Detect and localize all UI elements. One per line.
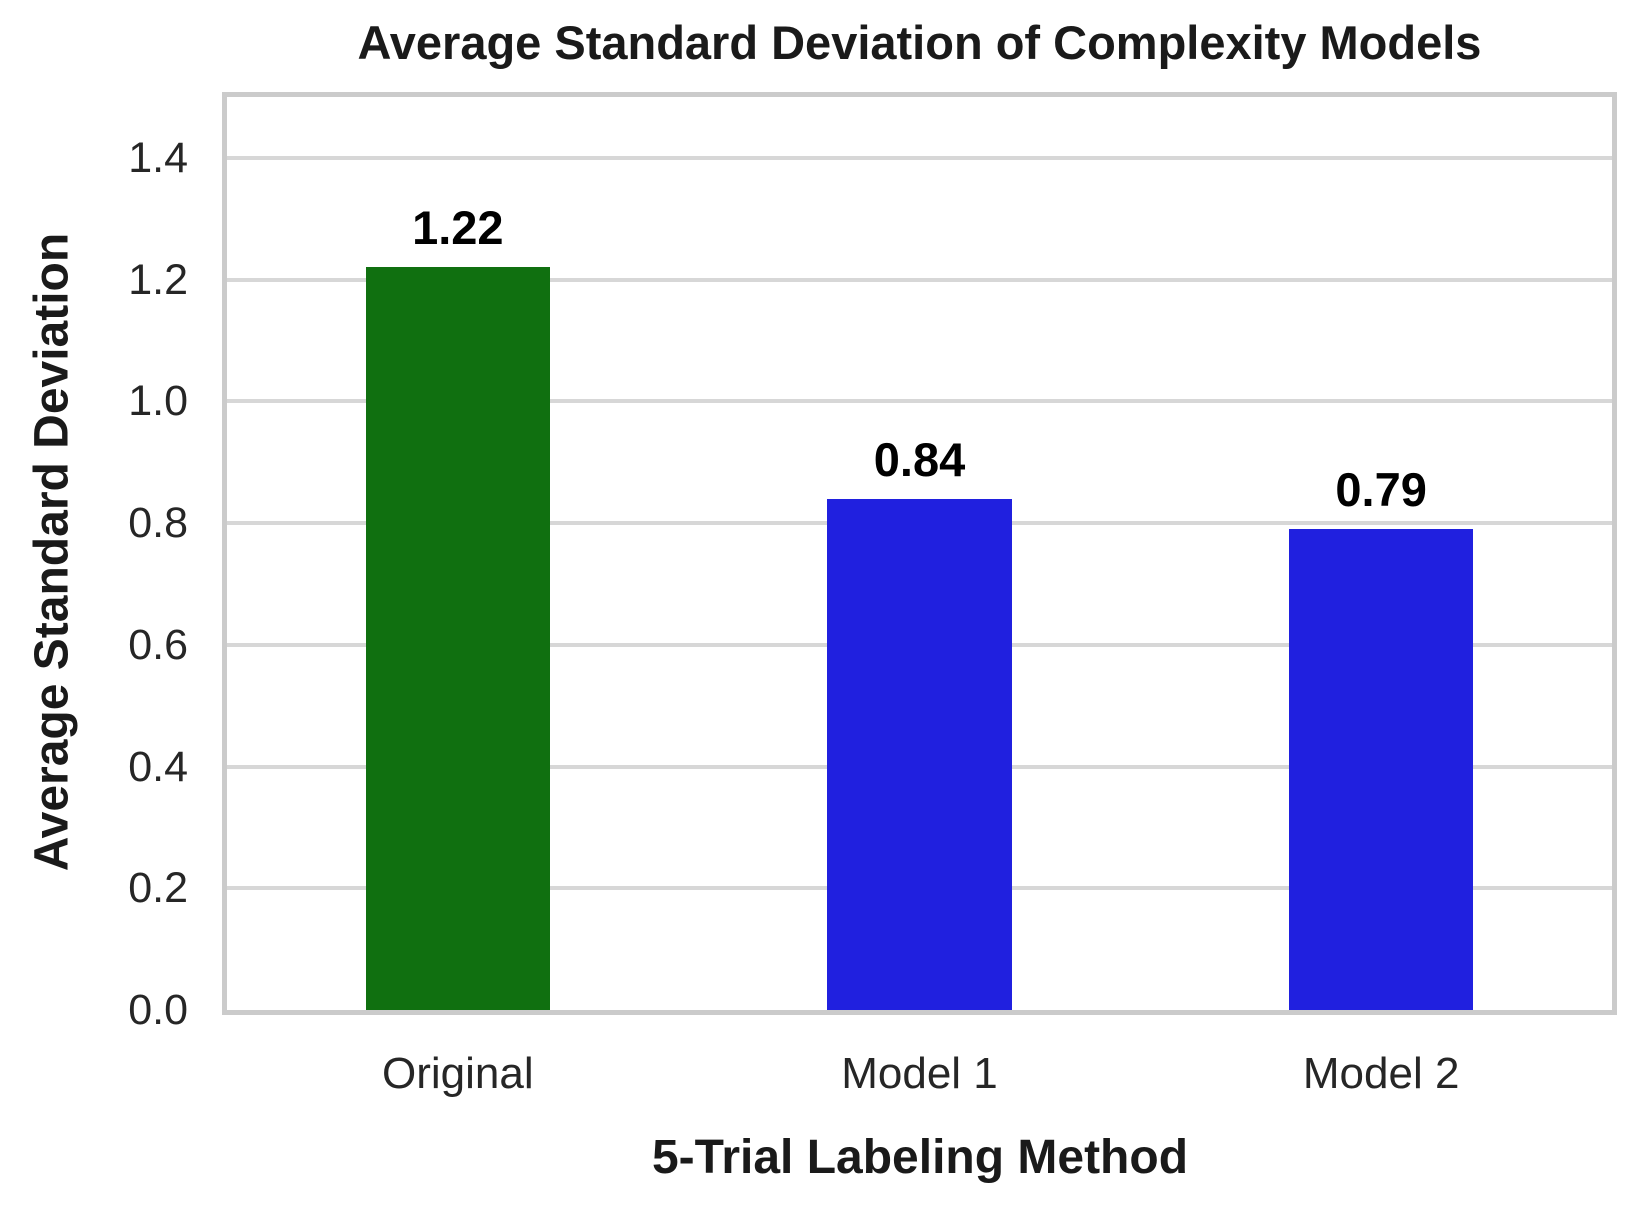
y-tick-0.4: 0.4 — [128, 742, 188, 791]
gridline-1.4 — [227, 155, 1612, 160]
plot-area: 1.22 0.84 0.79 — [222, 92, 1617, 1015]
y-tick-0.2: 0.2 — [128, 864, 188, 913]
y-tick-1.4: 1.4 — [128, 133, 188, 182]
x-axis-label: 5-Trial Labeling Method — [651, 1131, 1189, 1184]
gridline-1.0 — [227, 399, 1612, 404]
bar-value-label-model-1: 0.84 — [873, 432, 966, 486]
x-tick-model-1: Model 1 — [841, 1049, 998, 1098]
y-tick-0.0: 0.0 — [128, 986, 188, 1034]
bar-model-2 — [1288, 529, 1474, 1010]
y-tick-1.2: 1.2 — [128, 255, 188, 304]
gridline-1.2 — [227, 277, 1612, 282]
x-tick-original: Original — [382, 1049, 534, 1098]
y-tick-0.6: 0.6 — [128, 620, 188, 669]
bar-model-1 — [827, 498, 1012, 1010]
bar-value-label-original: 1.22 — [412, 201, 504, 255]
y-tick-1.0: 1.0 — [128, 377, 188, 426]
chart-title: Average Standard Deviation of Complexity… — [357, 16, 1482, 69]
bar-value-label-model-2: 0.79 — [1335, 463, 1427, 517]
x-tick-model-2: Model 2 — [1302, 1049, 1460, 1098]
bar-original — [365, 267, 551, 1010]
y-tick-0.8: 0.8 — [128, 499, 188, 548]
plot-inner: 1.22 0.84 0.79 — [227, 97, 1612, 1010]
